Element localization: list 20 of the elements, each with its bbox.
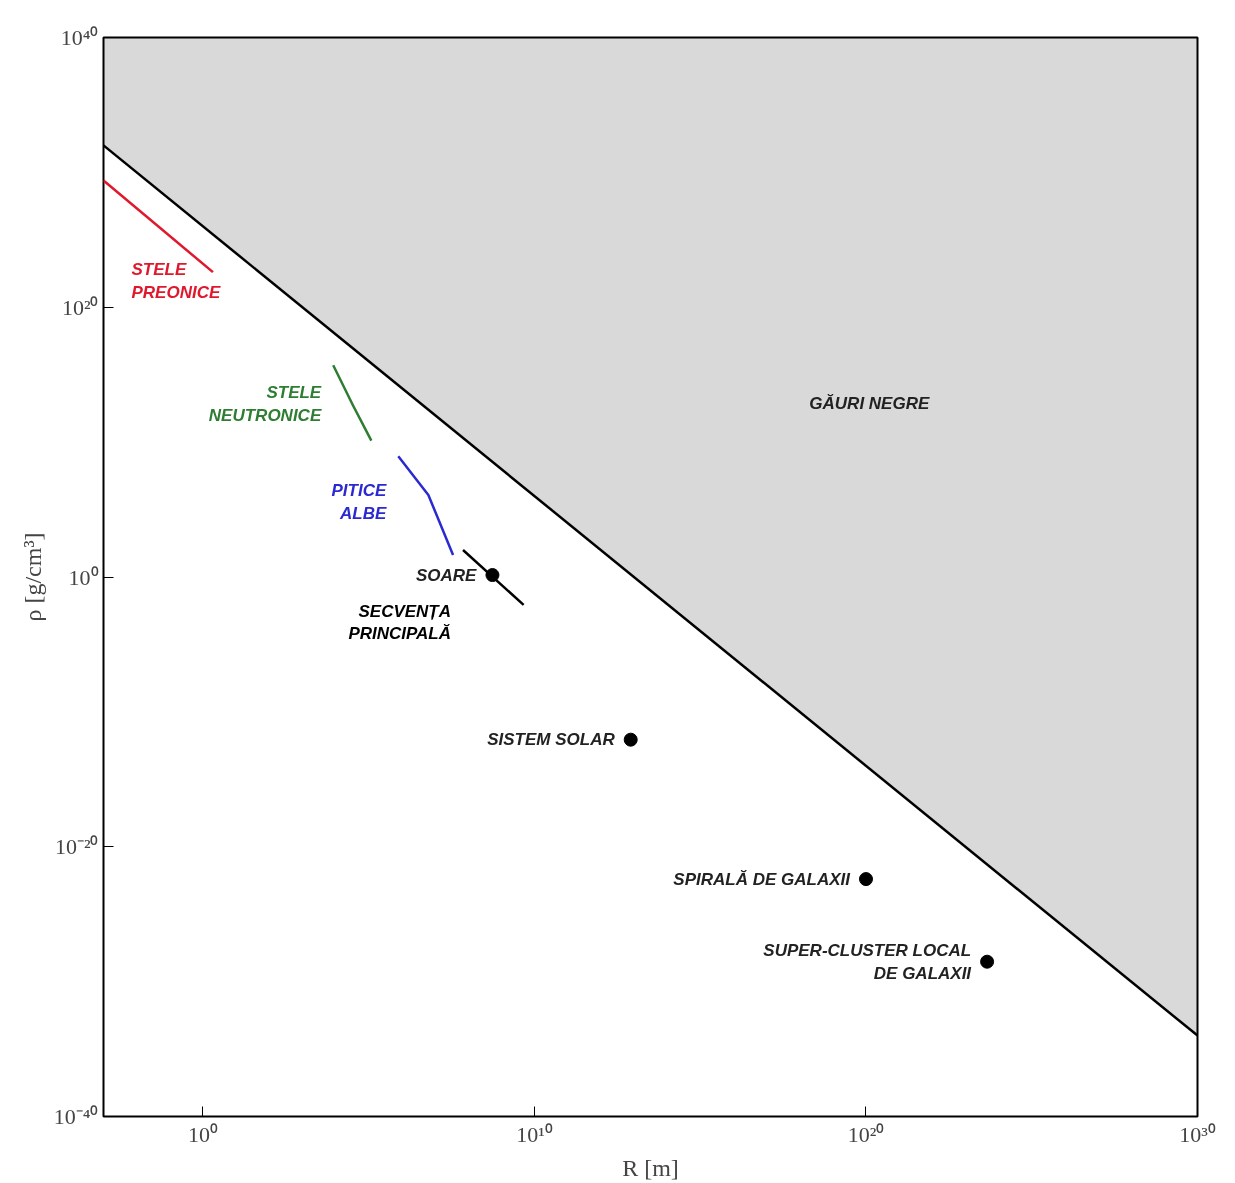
data-label: SPIRALĂ DE GALAXII: [673, 869, 852, 889]
y-tick-label: 10²⁰: [61, 294, 99, 320]
x-tick-label: 10¹⁰: [516, 1121, 553, 1147]
x-tick-label: 10³⁰: [1179, 1121, 1216, 1147]
annotation: GĂURI NEGRE: [809, 393, 930, 413]
data-label: SUPER-CLUSTER LOCAL DE GALAXII: [763, 940, 973, 983]
y-tick-label: 10⁻⁴⁰: [53, 1104, 99, 1129]
text: SECVENȚA PRINCIPALĂ: [348, 601, 452, 644]
data-label: SOARE: [415, 565, 478, 585]
y-tick-label: 10⁴⁰: [60, 25, 99, 50]
series-label: PITICE ALBE: [331, 481, 387, 523]
series-label: STELE PREONICE: [131, 260, 221, 302]
x-axis-title: R [m]: [622, 1154, 679, 1181]
x-tick-label: 10²⁰: [847, 1121, 885, 1147]
x-tick-label: 10⁰: [187, 1121, 218, 1147]
y-axis-title: ρ [g/cm³]: [19, 532, 46, 622]
data-label: SISTEM SOLAR: [487, 730, 616, 750]
series-label: STELE NEUTRONICE: [208, 382, 322, 425]
y-tick-label: 10⁻²⁰: [54, 834, 99, 860]
y-tick-label: 10⁰: [68, 564, 99, 590]
